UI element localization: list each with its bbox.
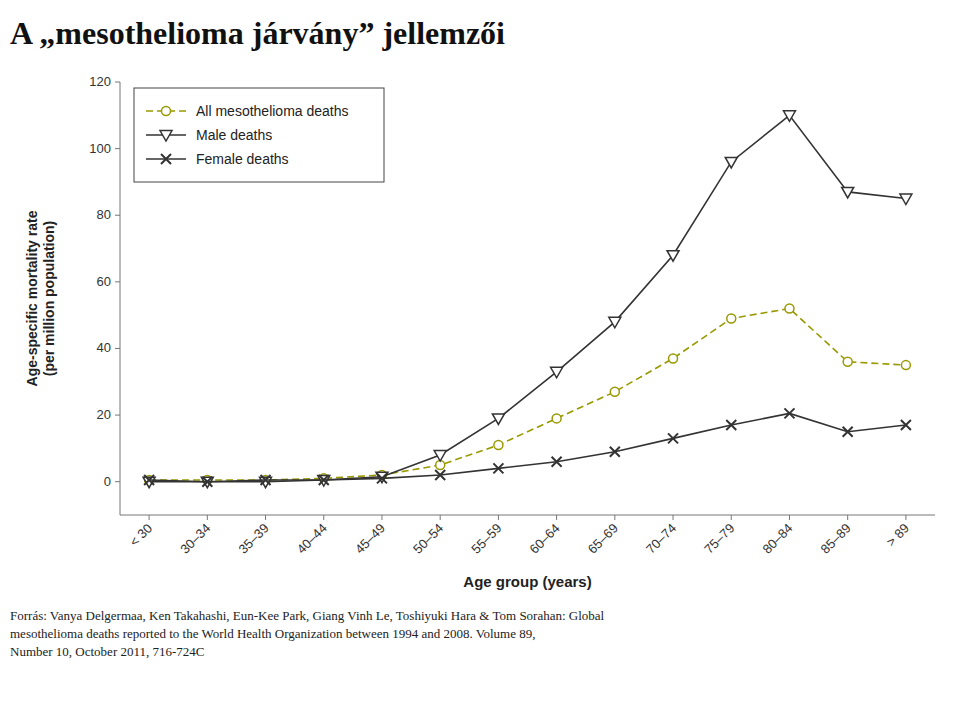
x-tick-label: 85–89 xyxy=(818,521,854,557)
marker xyxy=(201,477,213,488)
marker xyxy=(144,475,154,485)
x-tick-label: 65–69 xyxy=(585,521,621,557)
marker xyxy=(261,475,271,485)
legend-marker xyxy=(161,154,171,164)
marker xyxy=(494,441,503,450)
marker xyxy=(667,251,679,262)
y-tick xyxy=(115,348,120,349)
y-tick-label: 100 xyxy=(89,141,111,156)
marker xyxy=(610,387,619,396)
y-tick xyxy=(115,415,120,416)
marker xyxy=(727,314,736,323)
y-tick xyxy=(115,215,120,216)
x-tick xyxy=(440,515,441,520)
x-tick-label: 60–64 xyxy=(527,521,563,557)
x-tick xyxy=(265,515,266,520)
x-tick-label: 70–74 xyxy=(643,521,679,557)
footnote: Number 10, October 2011, 716-724C xyxy=(10,644,205,659)
chart: A „mesothelioma járvány” jellemzői 0 20 40 6… xyxy=(0,0,959,702)
y-tick xyxy=(115,281,120,282)
marker xyxy=(901,420,911,430)
x-tick xyxy=(556,515,557,520)
x-tick-label: 40–44 xyxy=(294,521,330,557)
x-tick xyxy=(323,515,324,520)
marker xyxy=(842,187,854,198)
marker xyxy=(785,304,794,313)
y-tick-label: 0 xyxy=(104,474,111,489)
marker xyxy=(435,470,445,480)
footnote: mesothelioma deaths reported to the Worl… xyxy=(10,626,535,641)
legend-marker xyxy=(162,107,171,116)
x-tick xyxy=(614,515,615,520)
x-tick-label: 75–79 xyxy=(701,521,737,557)
series xyxy=(144,408,911,486)
x-tick xyxy=(673,515,674,520)
y-tick-label: 120 xyxy=(89,74,111,89)
marker xyxy=(434,451,446,462)
x-tick-label: > 89 xyxy=(883,521,912,550)
legend-label: Male deaths xyxy=(196,127,272,143)
y-tick-label: 60 xyxy=(97,274,111,289)
y-tick xyxy=(115,82,120,83)
marker xyxy=(551,367,563,378)
marker xyxy=(901,361,910,370)
y-axis xyxy=(120,82,121,515)
x-tick xyxy=(847,515,848,520)
marker xyxy=(552,457,562,467)
y-tick xyxy=(115,481,120,482)
marker xyxy=(784,408,794,418)
x-tick-label: < 30 xyxy=(126,521,155,550)
legend-label: Female deaths xyxy=(196,151,289,167)
x-tick-label: 55–59 xyxy=(468,521,504,557)
y-tick-label: 80 xyxy=(97,207,111,222)
marker xyxy=(319,475,329,485)
x-tick xyxy=(381,515,382,520)
y-axis-label: Age-specific mortality rate(per million … xyxy=(24,210,57,386)
y-tick-label: 40 xyxy=(97,340,111,355)
line xyxy=(149,413,906,481)
x-tick-label: 50–54 xyxy=(410,521,446,557)
x-tick xyxy=(149,515,150,520)
x-tick xyxy=(731,515,732,520)
marker xyxy=(377,473,387,483)
marker xyxy=(668,433,678,443)
x-tick xyxy=(207,515,208,520)
marker xyxy=(610,447,620,457)
marker xyxy=(492,414,504,425)
x-tick xyxy=(789,515,790,520)
x-tick xyxy=(498,515,499,520)
marker xyxy=(725,157,737,168)
marker xyxy=(669,354,678,363)
marker xyxy=(843,427,853,437)
x-tick xyxy=(905,515,906,520)
x-axis xyxy=(120,515,935,516)
legend-marker xyxy=(160,131,172,142)
marker xyxy=(609,317,621,328)
x-tick-label: 30–34 xyxy=(177,521,213,557)
x-tick-label: 35–39 xyxy=(235,521,271,557)
x-tick-label: 45–49 xyxy=(352,521,388,557)
marker xyxy=(493,463,503,473)
x-axis-label: Age group (years) xyxy=(463,573,591,590)
legend-box xyxy=(134,88,384,182)
y-tick xyxy=(115,148,120,149)
footnote: Forrás: Vanya Delgermaa, Ken Takahashi, … xyxy=(10,608,605,623)
marker xyxy=(843,357,852,366)
marker xyxy=(783,111,795,122)
marker xyxy=(202,477,212,487)
y-tick-label: 20 xyxy=(97,407,111,422)
legend: All mesothelioma deaths Male deaths Female… xyxy=(134,88,384,182)
y-axis-label-line: Age-specific mortality rate xyxy=(24,210,40,386)
x-tick-label: 80–84 xyxy=(759,521,795,557)
marker xyxy=(552,414,561,423)
y-axis-label-line: (per million population) xyxy=(41,221,57,377)
legend-label: All mesothelioma deaths xyxy=(196,103,349,119)
title: A „mesothelioma járvány” jellemzői xyxy=(10,15,505,51)
marker xyxy=(726,420,736,430)
marker xyxy=(900,194,912,205)
